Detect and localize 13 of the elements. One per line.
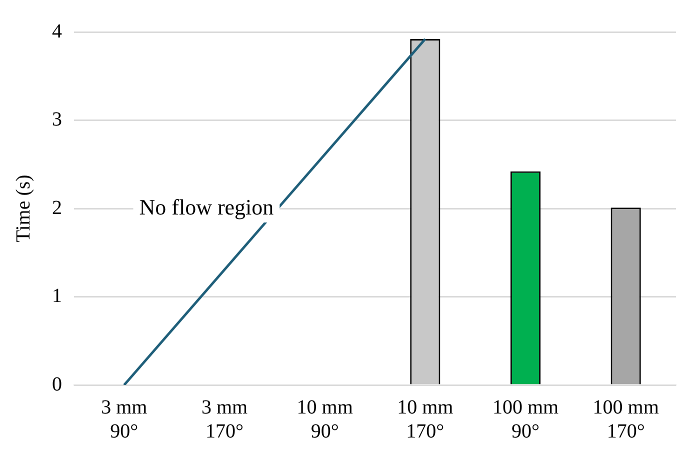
- x-tick-label: 100 mm 170°: [592, 396, 660, 442]
- x-tick-label: 100 mm 90°: [492, 396, 559, 442]
- y-tick-label: 4: [52, 20, 62, 42]
- x-tick-label: 10 mm 170°: [397, 396, 454, 442]
- y-tick-label: 3: [52, 108, 62, 130]
- x-tick-label: 3 mm 170°: [201, 396, 248, 442]
- y-tick-label: 1: [52, 285, 62, 307]
- y-axis-title: Time (s): [12, 174, 34, 242]
- y-tick-label: 0: [52, 373, 62, 396]
- x-tick-label: 3 mm 90°: [101, 396, 148, 442]
- annotation: No flow region: [139, 194, 274, 220]
- y-tick-label: 2: [52, 196, 62, 219]
- x-tick-label: 10 mm 90°: [296, 396, 354, 442]
